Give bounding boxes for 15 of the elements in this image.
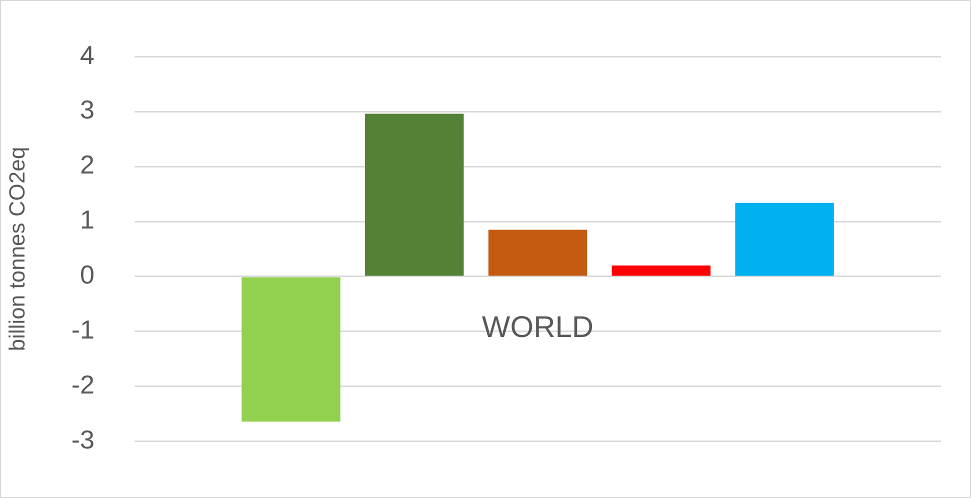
y-axis-title: billion tonnes CO2eq [4, 146, 30, 352]
y-tick-label: 1 [80, 204, 95, 235]
bar [242, 277, 340, 422]
y-tick-label: 0 [80, 260, 95, 290]
y-tick-label: -1 [71, 314, 95, 345]
bar [612, 265, 711, 276]
y-tick-label: 4 [80, 40, 95, 70]
y-tick-label: 3 [80, 94, 95, 125]
x-tick-label: WORLD [482, 310, 594, 344]
y-tick-label: -3 [71, 424, 95, 455]
bar [365, 114, 464, 276]
y-tick-label: 2 [80, 150, 95, 180]
bar [488, 230, 588, 276]
y-tick-label: -2 [71, 370, 95, 400]
bar [735, 202, 834, 276]
